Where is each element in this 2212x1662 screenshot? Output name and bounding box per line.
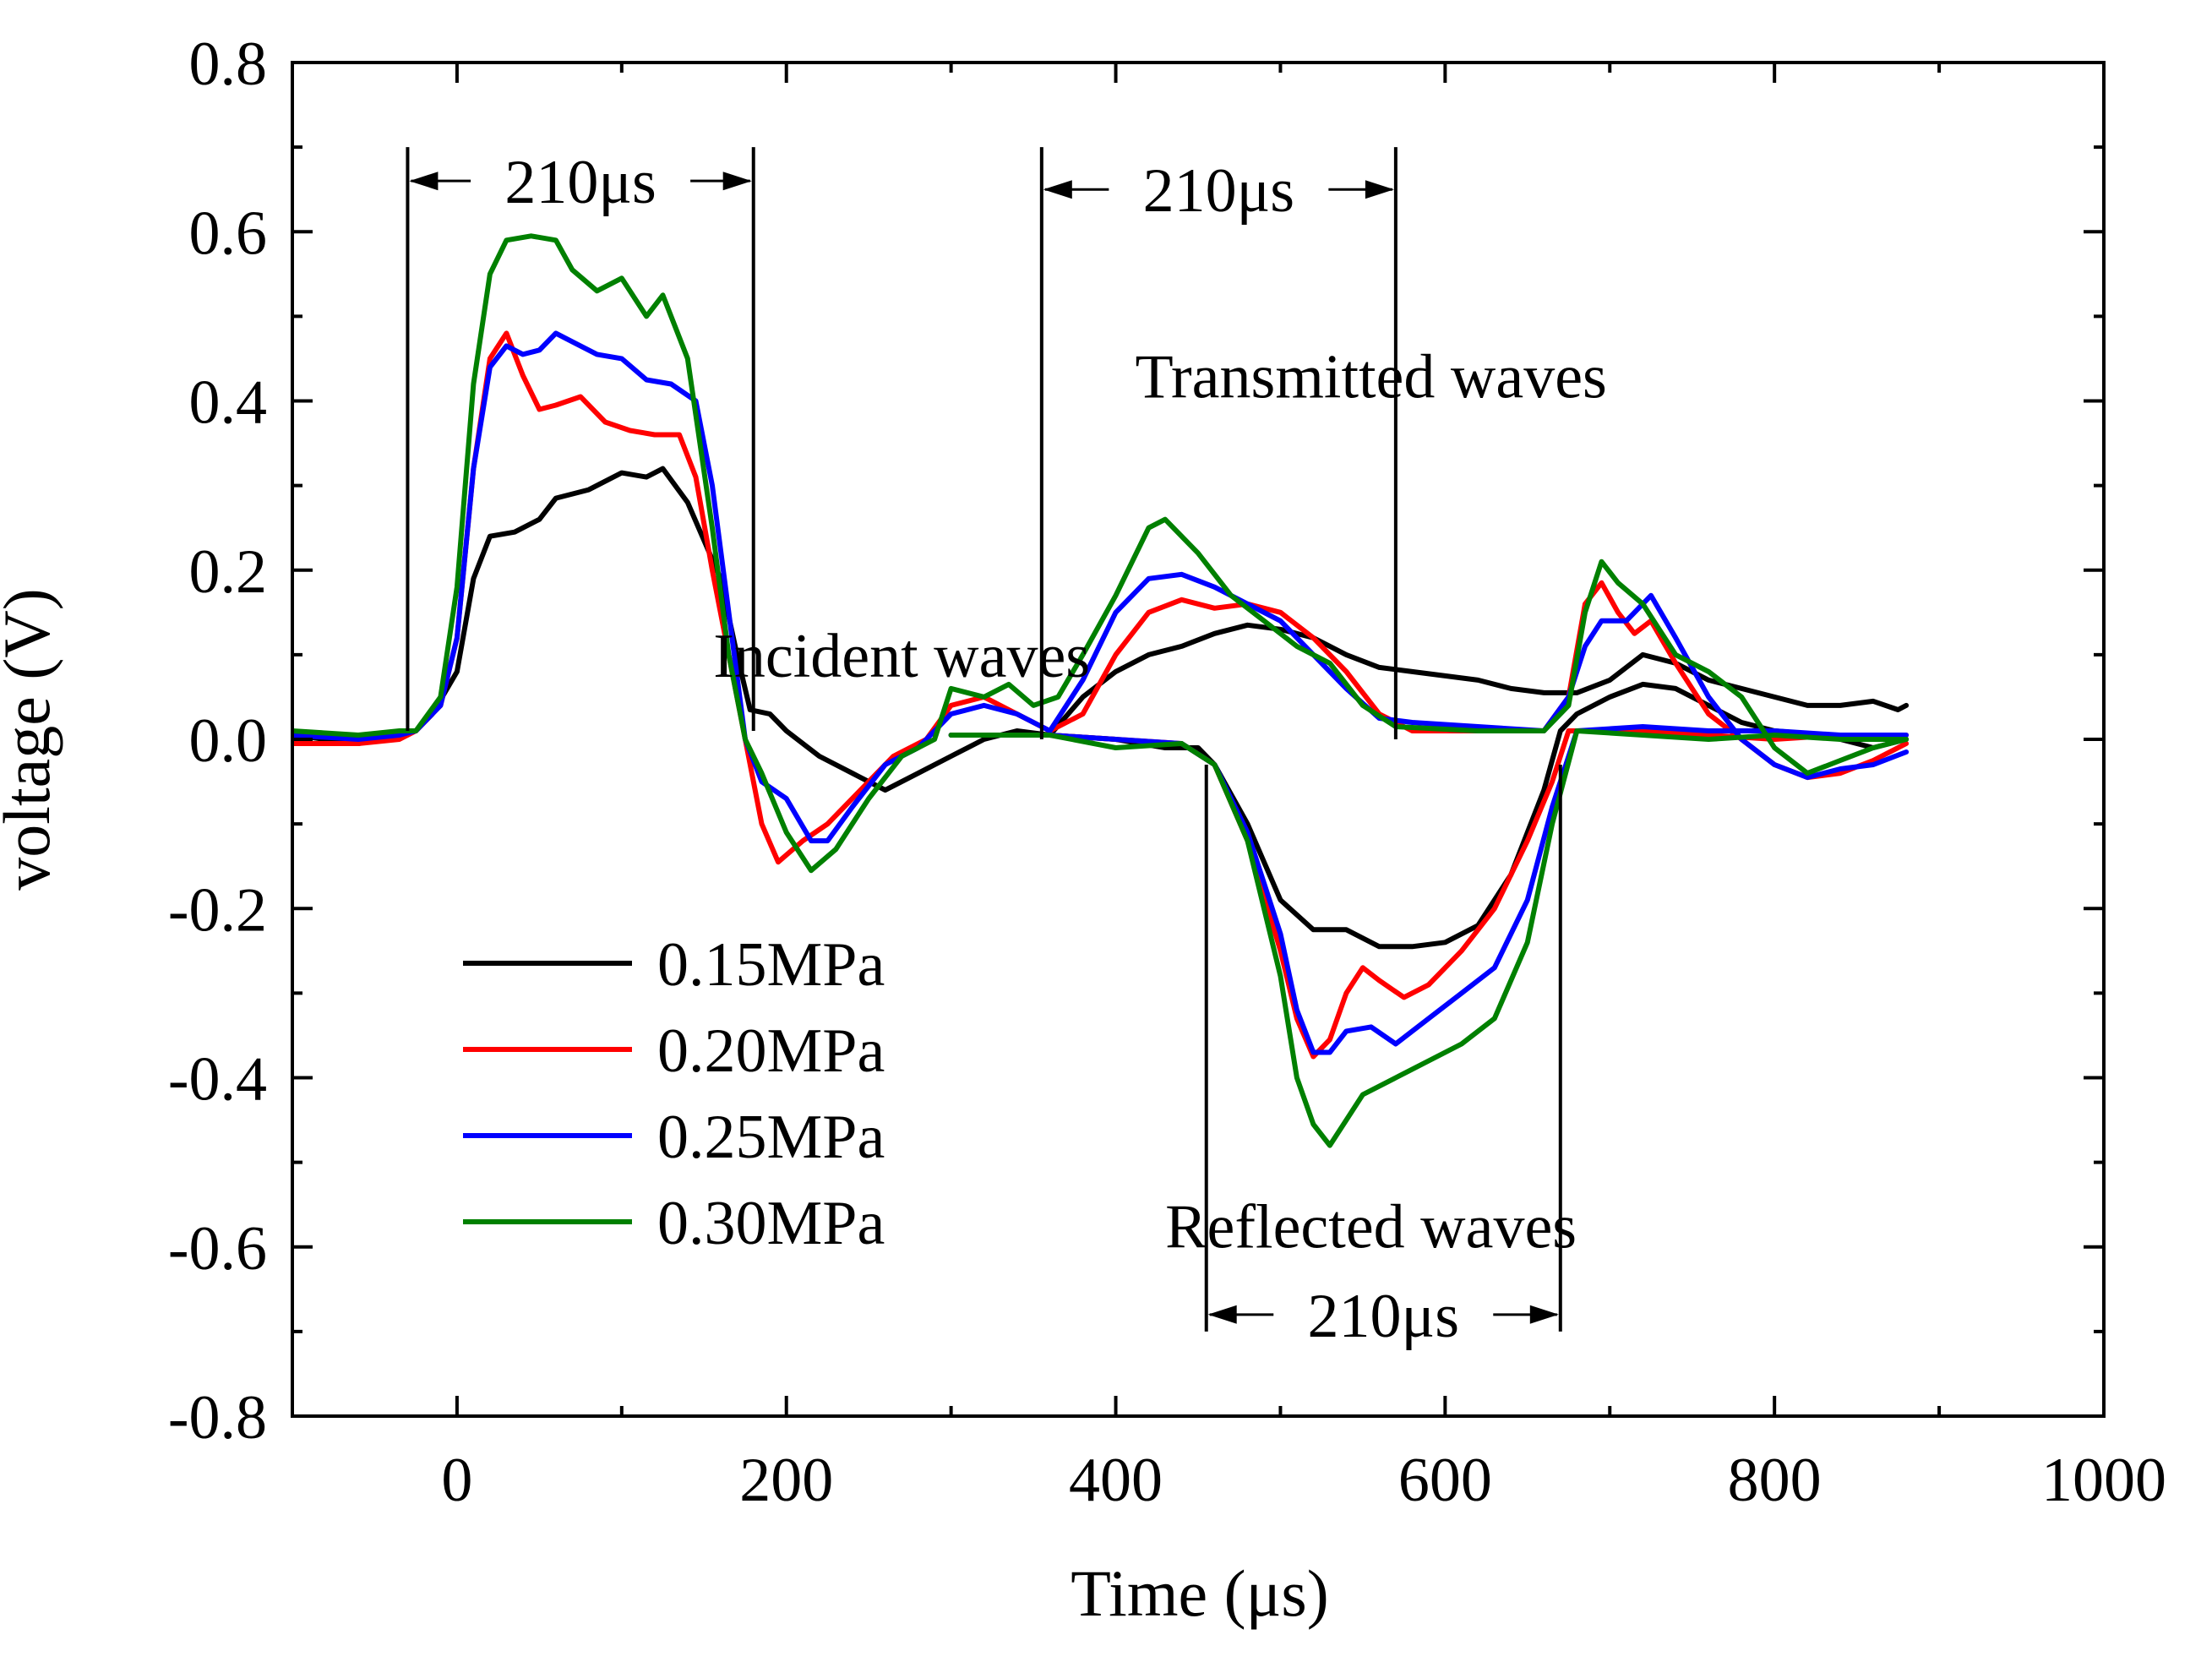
y-tick-label: -0.2 [168, 875, 267, 945]
legend: 0.15MPa 0.20MPa 0.25MPa 0.30MPa [463, 930, 885, 1258]
legend-label: 0.20MPa [657, 1016, 885, 1086]
x-tick-label: 1000 [2041, 1446, 2166, 1515]
series-line-0-15mpa-reflected [948, 681, 1910, 950]
legend-label: 0.30MPa [657, 1189, 885, 1258]
y-tick-label: 0.0 [189, 706, 268, 776]
bracket-label: 210μs [1308, 1282, 1459, 1351]
annotations-layer: Incident waves Transmitted waves Reflected… [713, 342, 1607, 1261]
y-axis-title: voltage (V) [0, 588, 63, 890]
bracket-label: 210μs [504, 148, 656, 217]
y-tick-label: 0.8 [189, 30, 268, 99]
annotation-incident-waves: Incident waves [713, 622, 1090, 691]
y-tick-label: 0.4 [189, 368, 268, 438]
bracket-arrowhead [1207, 1305, 1237, 1324]
annotation-reflected-waves: Reflected waves [1165, 1193, 1577, 1262]
annotation-transmitted-waves: Transmitted waves [1135, 342, 1606, 411]
legend-label: 0.25MPa [657, 1103, 885, 1172]
legend-item: 0.25MPa [463, 1103, 885, 1172]
bracket-arrowhead [1529, 1305, 1559, 1324]
series-layer [292, 233, 1910, 1148]
series-line-0-20mpa-incident-transmitted [292, 330, 1910, 865]
time-bracket-1: 210μs [406, 147, 755, 731]
bracket-arrowhead [1365, 180, 1394, 199]
x-tick-label: 600 [1398, 1446, 1492, 1515]
y-tick-label: 0.2 [189, 537, 268, 607]
x-tick-label: 0 [441, 1446, 472, 1515]
legend-layer: 0.15MPa 0.20MPa 0.25MPa 0.30MPa [463, 930, 885, 1258]
legend-item: 0.15MPa [463, 930, 885, 1000]
time-bracket-3: 210μs [1204, 765, 1562, 1351]
brackets-layer: 210μs 210μs 210μs [406, 147, 1562, 1351]
series-line-0-25mpa-incident-transmitted [292, 330, 1910, 844]
legend-item: 0.20MPa [463, 1016, 885, 1086]
series-line-0-30mpa-incident-transmitted [292, 233, 1910, 874]
x-tick-label: 200 [739, 1446, 833, 1515]
time-bracket-2: 210μs [1039, 147, 1397, 739]
y-tick-label: 0.6 [189, 199, 268, 268]
bracket-arrowhead [722, 172, 752, 191]
bracket-arrowhead [409, 172, 439, 191]
x-axis-title: Time (μs) [1071, 1556, 1329, 1630]
axes-layer: 0 200 400 600 800 1000-0.8-0.6-0.4-0.20.00.20… [168, 30, 2166, 1515]
bracket-arrowhead [1043, 180, 1072, 199]
legend-item: 0.30MPa [463, 1189, 885, 1258]
y-tick-label: -0.6 [168, 1214, 267, 1283]
y-tick-label: -0.8 [168, 1383, 267, 1452]
bracket-label: 210μs [1143, 156, 1294, 226]
x-tick-label: 800 [1728, 1446, 1822, 1515]
series-line-0-30mpa-reflected [948, 728, 1910, 1148]
x-tick-label: 400 [1069, 1446, 1163, 1515]
legend-label: 0.15MPa [657, 930, 885, 1000]
y-tick-label: -0.4 [168, 1045, 267, 1114]
